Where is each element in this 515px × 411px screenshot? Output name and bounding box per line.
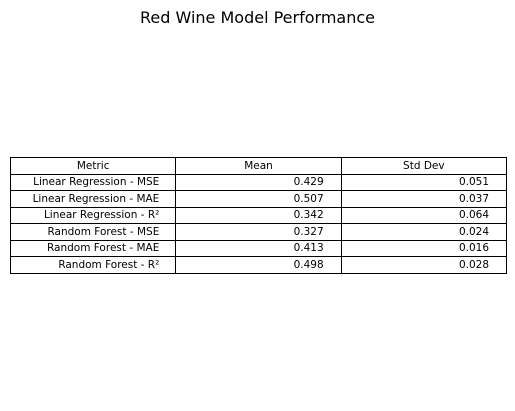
table-row: Random Forest - R² 0.498 0.028 — [9, 256, 508, 274]
std-dev-cell: 0.028 — [340, 256, 508, 274]
table-row: Random Forest - MAE 0.413 0.016 — [9, 239, 508, 257]
mean-cell: 0.327 — [175, 223, 342, 241]
metrics-table: Metric Mean Std Dev Linear Regression - … — [9, 157, 508, 274]
mean-cell: 0.429 — [175, 173, 342, 191]
table-row: Linear Regression - R² 0.342 0.064 — [9, 206, 508, 224]
column-header-metric: Metric — [9, 157, 177, 175]
table-row: Linear Regression - MSE 0.429 0.051 — [9, 173, 508, 191]
table-row: Random Forest - MSE 0.327 0.024 — [9, 223, 508, 241]
mean-cell: 0.413 — [175, 239, 342, 257]
std-dev-cell: 0.037 — [340, 190, 508, 208]
std-dev-cell: 0.051 — [340, 173, 508, 191]
std-dev-cell: 0.016 — [340, 239, 508, 257]
metric-cell: Linear Regression - R² — [9, 206, 177, 224]
mean-cell: 0.507 — [175, 190, 342, 208]
mean-cell: 0.498 — [175, 256, 342, 274]
metric-cell: Linear Regression - MAE — [9, 190, 177, 208]
table-row: Linear Regression - MAE 0.507 0.037 — [9, 190, 508, 208]
mean-cell: 0.342 — [175, 206, 342, 224]
column-header-std-dev: Std Dev — [340, 157, 508, 175]
column-header-mean: Mean — [175, 157, 342, 175]
chart-title: Red Wine Model Performance — [140, 8, 375, 27]
metric-cell: Random Forest - MSE — [9, 223, 177, 241]
metric-cell: Random Forest - R² — [9, 256, 177, 274]
metric-cell: Linear Regression - MSE — [9, 173, 177, 191]
std-dev-cell: 0.024 — [340, 223, 508, 241]
metric-cell: Random Forest - MAE — [9, 239, 177, 257]
table-header-row: Metric Mean Std Dev — [9, 157, 508, 175]
std-dev-cell: 0.064 — [340, 206, 508, 224]
